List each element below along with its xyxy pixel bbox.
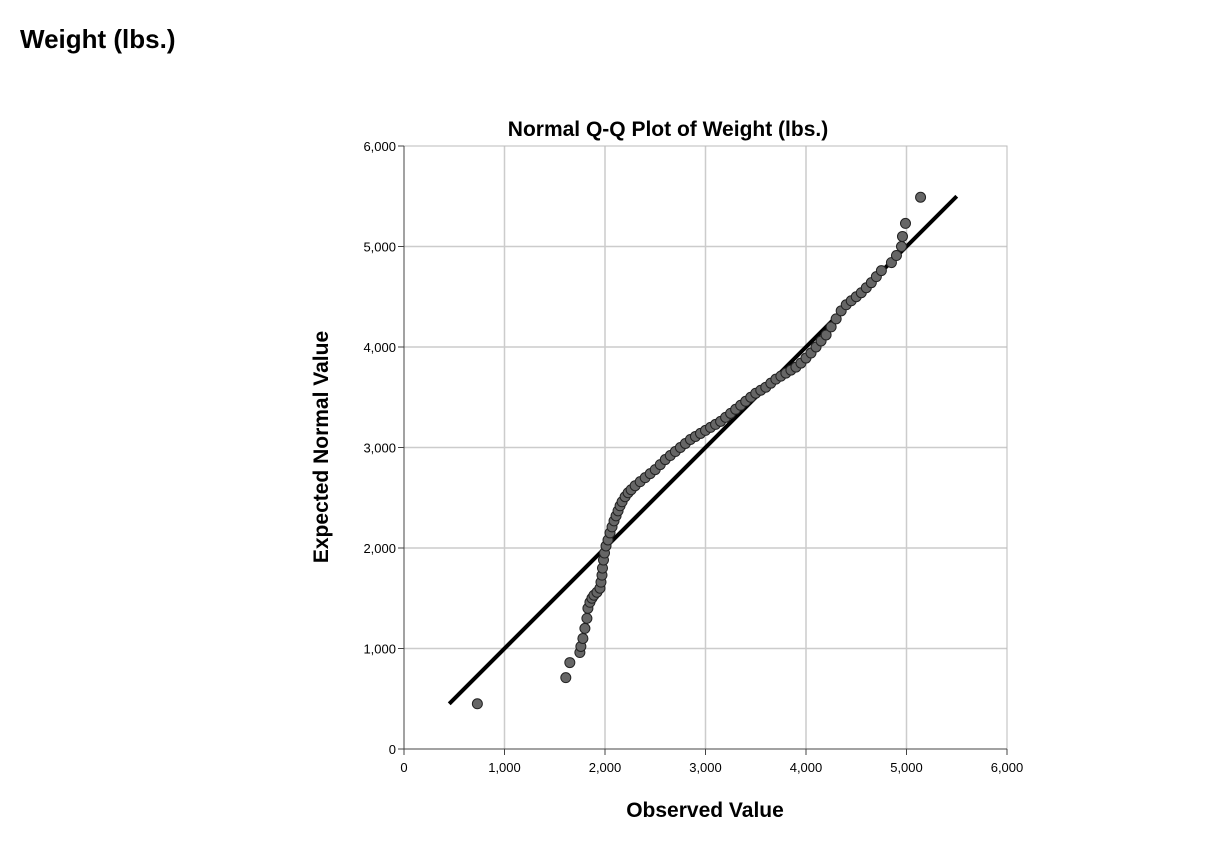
x-tick-label: 0	[400, 760, 407, 775]
y-tick-label: 2,000	[363, 541, 396, 556]
data-point	[915, 191, 927, 203]
data-point	[581, 612, 593, 624]
data-point	[896, 230, 908, 242]
x-axis-label: Observed Value	[626, 799, 784, 822]
data-point	[895, 241, 907, 252]
axes: 0 1,000 2,000 3,000 4,000 5,000 6,000 0 1,000 2,0…	[363, 139, 1023, 775]
data-point	[890, 250, 902, 262]
x-tick-label: 6,000	[991, 760, 1024, 775]
data-point	[820, 329, 832, 341]
x-tick-label: 2,000	[589, 760, 622, 775]
data-point	[875, 265, 887, 277]
y-tick-label: 4,000	[363, 340, 396, 355]
data-point	[564, 657, 576, 669]
x-tick-label: 5,000	[890, 760, 923, 775]
y-tick-label: 5,000	[363, 240, 396, 255]
x-tick-label: 3,000	[689, 760, 722, 775]
data-points	[471, 191, 927, 710]
data-point	[471, 698, 483, 710]
x-tick-label: 4,000	[790, 760, 823, 775]
x-tick-label: 1,000	[488, 760, 521, 775]
data-point	[825, 321, 837, 333]
y-tick-label: 1,000	[363, 642, 396, 657]
data-point	[579, 622, 591, 634]
data-point	[560, 672, 572, 684]
data-point	[830, 313, 842, 325]
chart-title: Normal Q-Q Plot of Weight (lbs.)	[508, 118, 828, 141]
y-axis-label: Expected Normal Value	[310, 331, 333, 563]
y-tick-label: 6,000	[363, 139, 396, 154]
y-tick-label: 3,000	[363, 441, 396, 456]
y-tick-label: 0	[389, 742, 396, 757]
data-point	[577, 632, 589, 644]
section-title: Weight (lbs.)	[20, 24, 176, 54]
data-point	[899, 217, 911, 229]
